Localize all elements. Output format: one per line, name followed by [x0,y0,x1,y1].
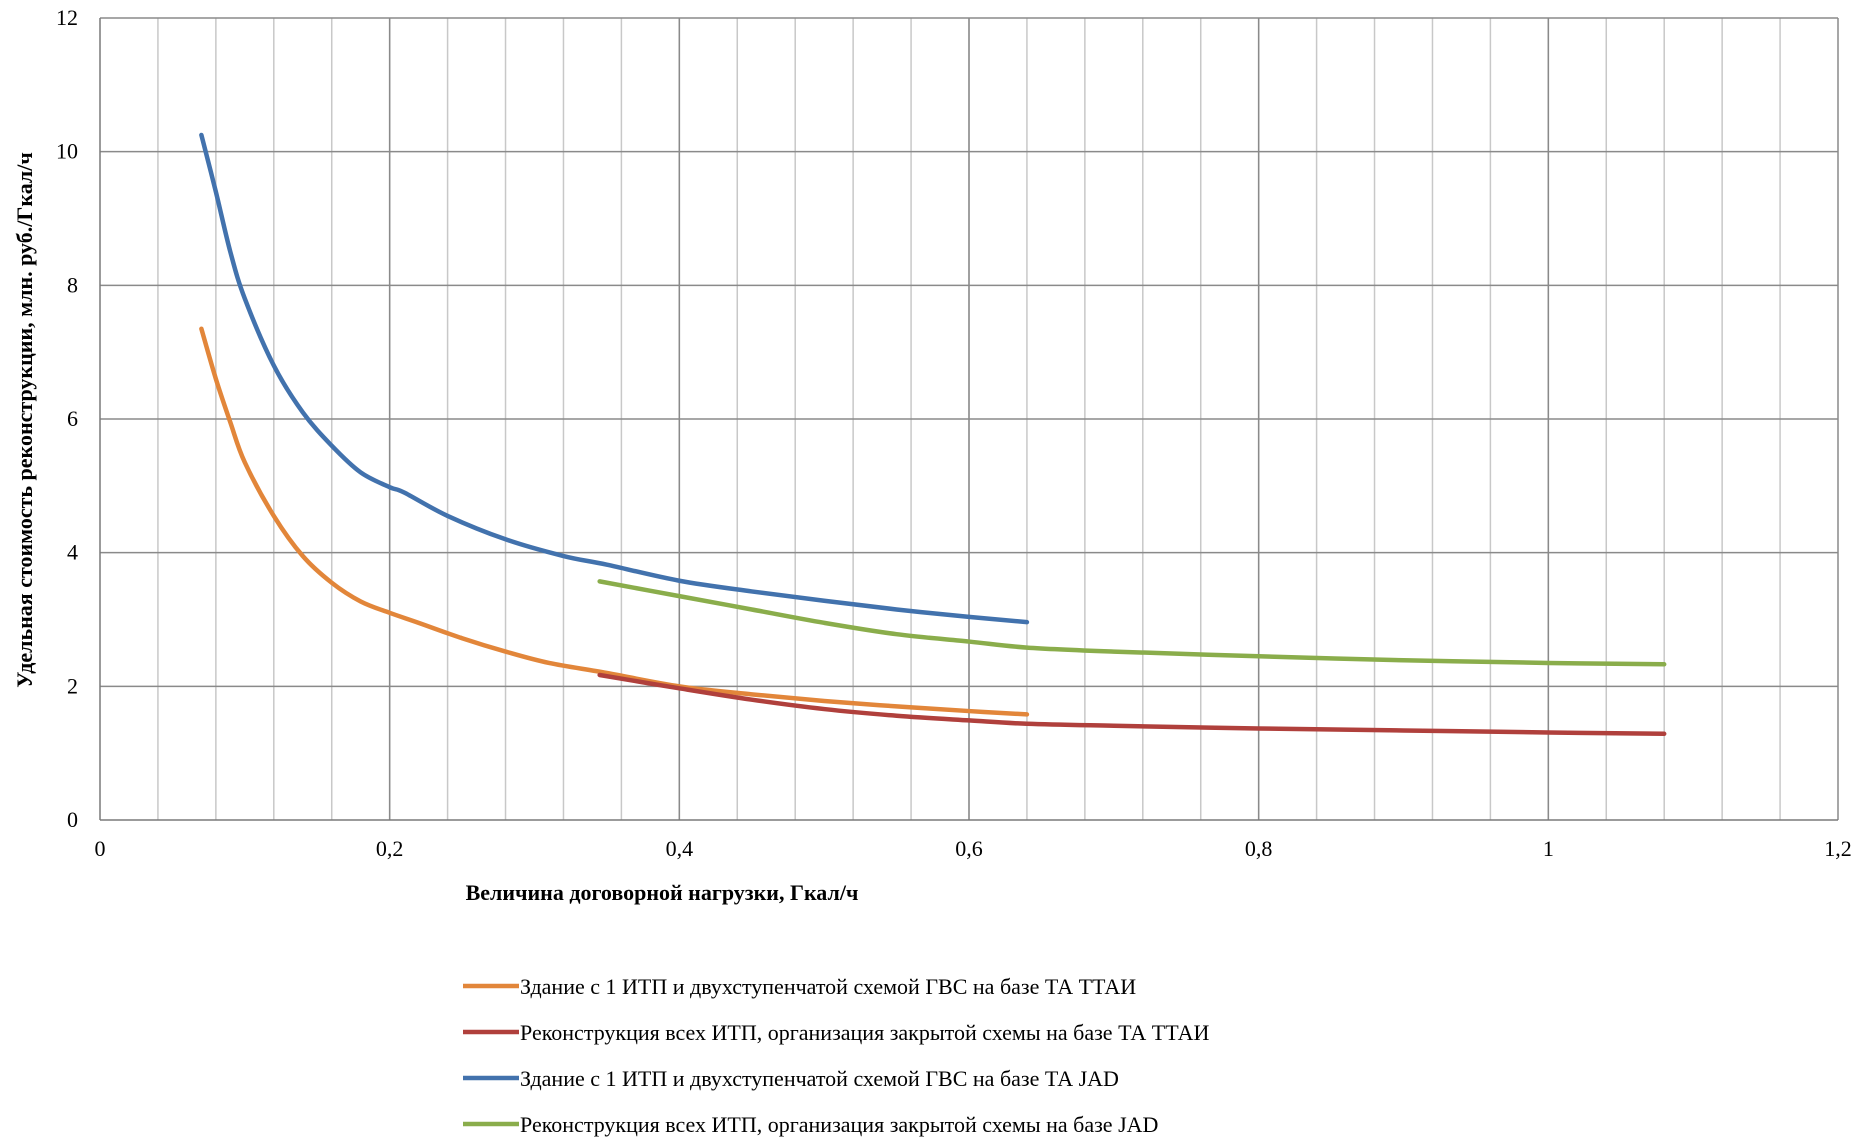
grid [100,17,1839,820]
series-line-1 [199,326,1030,717]
legend-label: Реконструкция всех ИТП, организация закр… [520,1112,1158,1137]
series-line-4 [597,579,1667,667]
series-line-2 [597,672,1667,737]
x-tick-label: 0,4 [666,836,694,861]
y-tick-label: 4 [67,540,78,565]
y-tick-label: 10 [56,139,78,164]
y-tick-label: 12 [56,5,78,30]
y-axis-title: Удельная стоимость реконструкции, млн. р… [12,152,37,688]
x-tick-label: 0 [95,836,106,861]
legend-item: Реконструкция всех ИТП, организация закр… [463,1020,1209,1045]
legend: Здание с 1 ИТП и двухступенчатой схемой … [463,974,1209,1137]
series-lines [199,132,1667,737]
x-tick-label: 1 [1543,836,1554,861]
legend-item: Реконструкция всех ИТП, организация закр… [463,1112,1158,1137]
x-tick-label: 0,2 [376,836,404,861]
y-tick-label: 6 [67,406,78,431]
x-axis-title: Величина договорной нагрузки, Гкал/ч [466,880,859,905]
x-tick-label: 0,6 [955,836,983,861]
series-line-3 [199,132,1030,625]
y-tick-label: 2 [67,673,78,698]
legend-item: Здание с 1 ИТП и двухступенчатой схемой … [463,974,1136,999]
legend-label: Здание с 1 ИТП и двухступенчатой схемой … [520,1066,1119,1091]
x-tick-label: 0,8 [1245,836,1273,861]
legend-item: Здание с 1 ИТП и двухступенчатой схемой … [463,1066,1119,1091]
y-tick-label: 0 [67,807,78,832]
axes: 0 0,2 0,4 0,6 0,8 1 1,2 0 2 4 6 8 10 12 [56,5,1852,861]
legend-label: Здание с 1 ИТП и двухступенчатой схемой … [520,974,1136,999]
y-tick-label: 8 [67,272,78,297]
legend-label: Реконструкция всех ИТП, организация закр… [520,1020,1209,1045]
x-tick-label: 1,2 [1824,836,1852,861]
